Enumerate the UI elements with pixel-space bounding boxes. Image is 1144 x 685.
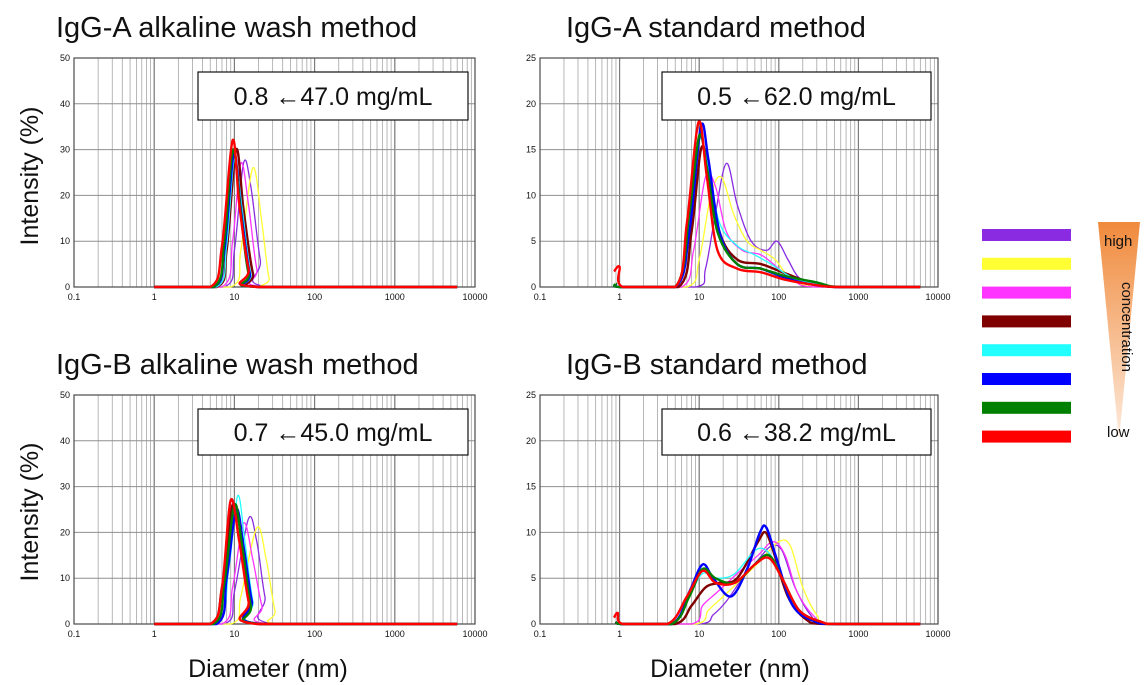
y-tick-label: 0 bbox=[531, 282, 536, 292]
x-tick-label: 100 bbox=[307, 629, 322, 639]
y-tick-label: 0 bbox=[531, 619, 536, 629]
concentration-annotation-box bbox=[197, 71, 469, 121]
legend-swatch-blue bbox=[982, 373, 1071, 385]
y-tick-label: 40 bbox=[60, 436, 70, 446]
x-tick-label: 100 bbox=[771, 629, 786, 639]
panel-2-title: IgG-A standard method bbox=[566, 12, 866, 44]
concentration-annotation: 0.6 ←38.2 mg/mL bbox=[697, 419, 896, 447]
concentration-annotation-box bbox=[661, 71, 932, 121]
y-tick-label: 0 bbox=[65, 282, 70, 292]
x-tick-label: 10000 bbox=[462, 629, 487, 639]
panel-igg-b-alkaline: 0.1 1 10 100 1000 10000 0 10 20 30 40 50 0.7 ←45.0 m… bbox=[60, 390, 488, 639]
concentration-annotation: 0.8 ←47.0 mg/mL bbox=[234, 83, 433, 111]
y-axis-label-top: Intensity (%) bbox=[16, 107, 44, 246]
y-tick-label: 10 bbox=[60, 236, 70, 246]
x-tick-label: 1 bbox=[152, 292, 157, 302]
y-tick-label: 0 bbox=[65, 619, 70, 629]
y-tick-label: 20 bbox=[526, 436, 536, 446]
legend-high-label: high bbox=[1104, 233, 1132, 250]
concentration-legend: high low concentration bbox=[982, 222, 1140, 443]
y-tick-label: 10 bbox=[526, 190, 536, 200]
x-tick-label: 0.1 bbox=[534, 629, 547, 639]
legend-swatch-purple bbox=[982, 229, 1071, 241]
panel-igg-a-alkaline: 0.1 1 10 100 1000 10000 0 10 20 30 40 50 0.8 ←47.0 m… bbox=[60, 53, 488, 302]
panel-3-title: IgG-B alkaline wash method bbox=[56, 349, 419, 381]
concentration-annotation: 0.5 ←62.0 mg/mL bbox=[697, 83, 896, 111]
series-line-red bbox=[154, 498, 458, 626]
x-axis-label-left: Diameter (nm) bbox=[188, 655, 348, 683]
plot-frame bbox=[539, 394, 939, 625]
y-tick-label: 50 bbox=[60, 390, 70, 400]
legend-swatch-red bbox=[982, 430, 1071, 443]
legend-swatch-magenta bbox=[982, 286, 1071, 299]
x-tick-label: 1 bbox=[617, 292, 622, 302]
legend-swatch-yellow bbox=[982, 257, 1071, 270]
series-line-red bbox=[613, 120, 921, 289]
y-tick-label: 30 bbox=[60, 482, 70, 492]
panel-1-title: IgG-A alkaline wash method bbox=[56, 12, 417, 44]
x-tick-label: 10 bbox=[229, 292, 239, 302]
panel-4-title: IgG-B standard method bbox=[566, 349, 867, 381]
legend-swatch-green bbox=[982, 401, 1071, 414]
y-tick-label: 15 bbox=[526, 145, 536, 155]
y-tick-label: 10 bbox=[526, 527, 536, 537]
x-tick-label: 1000 bbox=[385, 629, 405, 639]
y-tick-label: 10 bbox=[60, 573, 70, 583]
y-tick-label: 30 bbox=[60, 145, 70, 155]
legend-low-label: low bbox=[1107, 424, 1130, 441]
x-tick-label: 100 bbox=[307, 292, 322, 302]
x-tick-label: 10000 bbox=[925, 292, 950, 302]
panel-igg-a-standard: 0.1 1 10 100 1000 10000 0 5 10 15 20 25 0.5 ←62.0 mg… bbox=[526, 53, 951, 302]
y-tick-label: 20 bbox=[60, 190, 70, 200]
y-tick-label: 40 bbox=[60, 99, 70, 109]
x-tick-label: 10000 bbox=[462, 292, 487, 302]
series-line-magenta bbox=[619, 172, 921, 288]
panel-igg-b-standard: 0.1 1 10 100 1000 10000 0 5 10 15 20 25 0.6 ←38.2 mg… bbox=[526, 390, 951, 639]
x-tick-label: 1 bbox=[617, 629, 622, 639]
x-tick-label: 10 bbox=[229, 629, 239, 639]
x-tick-label: 10 bbox=[694, 292, 704, 302]
x-tick-label: 0.1 bbox=[68, 629, 81, 639]
y-tick-label: 50 bbox=[60, 53, 70, 63]
concentration-gradient-triangle bbox=[1098, 222, 1140, 440]
legend-swatch-darkred bbox=[982, 315, 1071, 328]
series-line-red bbox=[612, 556, 921, 626]
x-tick-label: 100 bbox=[771, 292, 786, 302]
x-tick-label: 0.1 bbox=[534, 292, 547, 302]
y-tick-label: 25 bbox=[526, 53, 536, 63]
concentration-annotation: 0.7 ←45.0 mg/mL bbox=[234, 419, 433, 447]
concentration-annotation-box bbox=[661, 408, 932, 456]
y-tick-label: 5 bbox=[531, 573, 536, 583]
plot-frame bbox=[539, 57, 939, 288]
y-tick-label: 20 bbox=[60, 527, 70, 537]
x-tick-label: 1000 bbox=[848, 292, 868, 302]
x-tick-label: 10000 bbox=[925, 629, 950, 639]
x-tick-label: 0.1 bbox=[68, 292, 81, 302]
y-tick-label: 25 bbox=[526, 390, 536, 400]
x-tick-label: 10 bbox=[694, 629, 704, 639]
legend-concentration-label: concentration bbox=[1118, 282, 1135, 372]
concentration-annotation-box bbox=[197, 408, 469, 456]
x-tick-label: 1000 bbox=[385, 292, 405, 302]
y-axis-label-bottom: Intensity (%) bbox=[16, 443, 44, 582]
x-tick-label: 1 bbox=[152, 629, 157, 639]
y-tick-label: 15 bbox=[526, 482, 536, 492]
x-tick-label: 1000 bbox=[848, 629, 868, 639]
x-axis-label-right: Diameter (nm) bbox=[650, 655, 810, 683]
series-line-red bbox=[154, 138, 458, 289]
legend-swatch-cyan bbox=[982, 344, 1071, 357]
y-tick-label: 20 bbox=[526, 99, 536, 109]
y-tick-label: 5 bbox=[531, 236, 536, 246]
